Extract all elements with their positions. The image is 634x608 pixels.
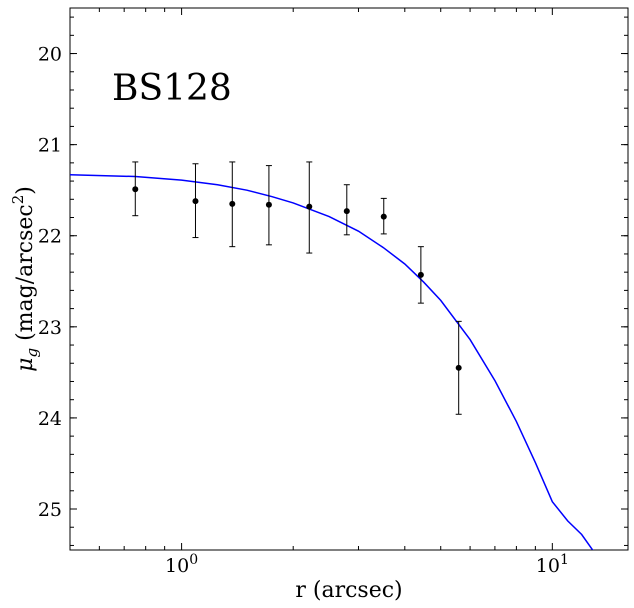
model-curve <box>70 173 594 550</box>
data-point <box>306 203 313 210</box>
major-ticks <box>70 8 628 550</box>
y-tick-label: 21 <box>38 135 62 157</box>
tick-labels: 100 101 20 21 22 23 24 25 <box>38 44 569 577</box>
y-tick-label: 23 <box>38 317 62 339</box>
data-point <box>192 198 199 205</box>
data-point <box>417 271 424 278</box>
data-point <box>229 200 236 207</box>
x-tick-label: 100 <box>165 552 198 577</box>
y-tick-label: 20 <box>38 44 62 66</box>
x-axis-label: r (arcsec) <box>295 578 402 603</box>
y-tick-label: 25 <box>38 499 62 521</box>
data-point <box>455 364 462 371</box>
x-tick-label: 101 <box>536 552 569 577</box>
y-tick-label: 22 <box>38 226 62 248</box>
model-layer <box>70 173 594 550</box>
points-layer <box>132 161 462 415</box>
plot-area <box>69 7 629 551</box>
chart-annotation: BS128 <box>112 68 232 109</box>
data-point <box>265 201 272 208</box>
y-tick-label: 24 <box>38 408 62 430</box>
data-point <box>380 213 387 220</box>
data-point <box>343 208 350 215</box>
data-point <box>132 186 139 193</box>
y-axis-label: μg (mag/arcsec2) <box>9 186 41 372</box>
